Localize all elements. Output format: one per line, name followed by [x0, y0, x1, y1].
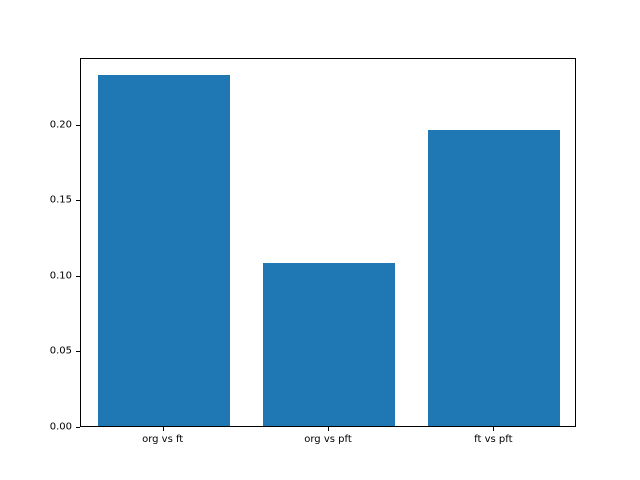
y-tick-label: 0.20	[49, 119, 72, 131]
y-tick-label: 0.10	[49, 270, 72, 282]
y-tick-mark	[76, 351, 80, 353]
y-tick-label: 0.15	[49, 194, 72, 206]
bar-org-vs-ft	[97, 75, 230, 426]
x-tick-label: org vs ft	[142, 434, 184, 445]
y-tick-mark	[76, 427, 80, 428]
y-tick-mark	[76, 275, 80, 277]
x-tick-label: ft vs pft	[474, 434, 513, 445]
x-tick-mark	[493, 427, 495, 431]
x-tick-mark	[162, 427, 164, 431]
y-tick-mark	[76, 124, 80, 126]
x-tick-label: org vs pft	[304, 434, 352, 445]
bar-ft-vs-pft	[428, 129, 561, 426]
x-tick-mark	[328, 427, 329, 431]
y-tick-label: 0.00	[49, 421, 72, 433]
y-tick-label: 0.05	[49, 345, 72, 357]
y-tick-mark	[76, 200, 80, 202]
plot-area	[80, 58, 576, 427]
bar-org-vs-pft	[262, 262, 396, 426]
